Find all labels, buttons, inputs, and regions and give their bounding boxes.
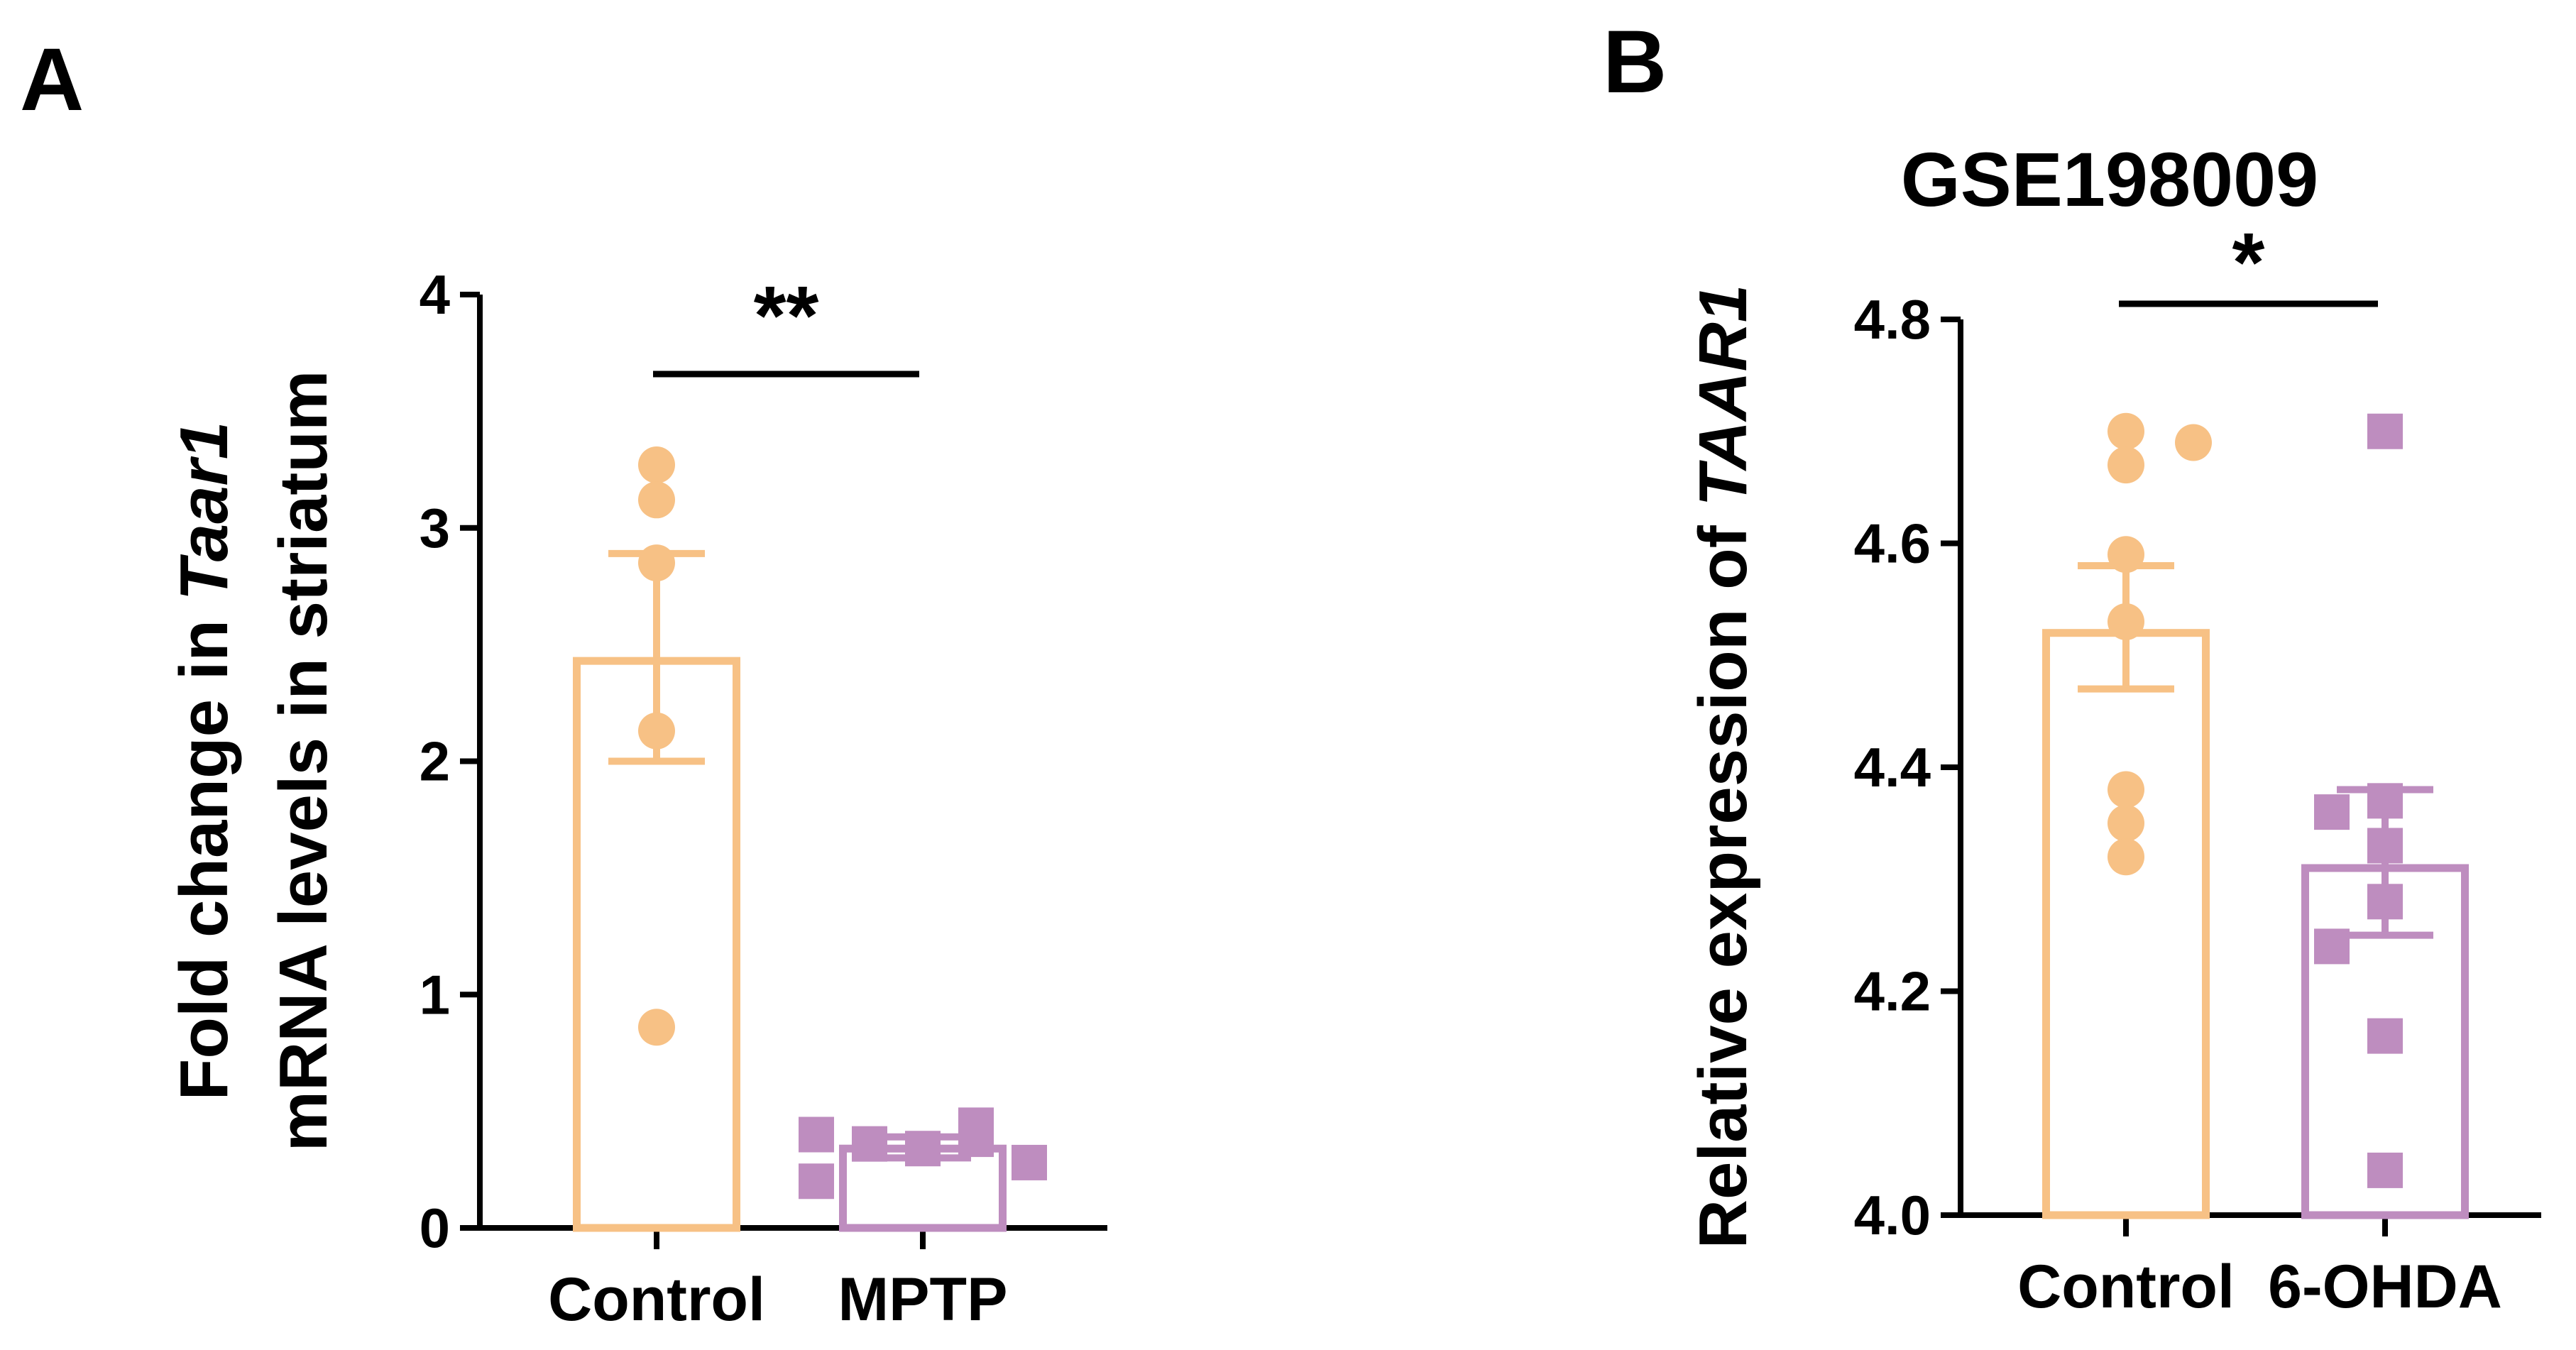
significance-label: * <box>2232 216 2265 309</box>
panel-a-points <box>638 446 1047 1200</box>
data-point-treated <box>958 1107 994 1143</box>
data-point-control <box>2175 424 2212 461</box>
data-point-control <box>2108 603 2144 640</box>
data-point-treated <box>2367 828 2403 864</box>
data-point-treated <box>2367 1018 2403 1054</box>
panel-a: A Fold change in Taar1 mRNA levels in str… <box>20 31 1107 1334</box>
data-point-control <box>638 712 675 750</box>
panel-b-letter: B <box>1603 13 1667 111</box>
data-point-treated <box>799 1163 834 1200</box>
panel-a-y-axis-label: Fold change in Taar1 mRNA levels in stria… <box>166 371 341 1152</box>
data-point-treated <box>2367 1152 2403 1188</box>
y-tick-label: 1 <box>420 963 450 1026</box>
y-axis-label-line1: Relative expression of TAAR1 <box>1685 285 1761 1249</box>
y-tick-label: 4.6 <box>1854 512 1931 575</box>
data-point-treated <box>905 1131 941 1167</box>
x-category-label: MPTP <box>838 1266 1008 1334</box>
y-axis-label-text: Fold change in <box>166 600 242 1100</box>
data-point-treated <box>2314 794 2350 830</box>
panel-a-significance: ** <box>653 269 919 378</box>
data-point-treated <box>799 1116 834 1153</box>
data-point-control <box>2108 446 2144 484</box>
data-point-control <box>638 481 675 519</box>
panel-b-axes: 4.0 4.2 4.4 4.6 4.8 Control 6-OHDA <box>1854 288 2541 1321</box>
y-tick-label: 4.4 <box>1854 736 1931 799</box>
y-axis-label-text: Relative expression of <box>1685 507 1761 1249</box>
panel-b: B GSE198009 Relative expression of TAAR1… <box>1603 13 2541 1321</box>
x-category-label: Control <box>548 1266 765 1334</box>
data-point-control <box>2108 412 2144 450</box>
y-tick-label: 4.0 <box>1854 1184 1931 1246</box>
panel-a-letter: A <box>20 31 84 129</box>
y-axis-label-line1: Fold change in Taar1 <box>166 422 242 1101</box>
x-category-label: 6-OHDA <box>2268 1253 2502 1321</box>
significance-label: ** <box>754 269 819 363</box>
data-point-control <box>2108 536 2144 574</box>
panel-b-y-axis-label: Relative expression of TAAR1 <box>1685 285 1761 1249</box>
data-point-control <box>2108 804 2144 842</box>
y-tick-label: 3 <box>420 497 450 559</box>
y-tick-label: 4.2 <box>1854 960 1931 1023</box>
panel-b-title: GSE198009 <box>1901 136 2318 222</box>
y-tick-label: 0 <box>420 1197 450 1259</box>
panel-b-points <box>2108 412 2403 1188</box>
data-point-control <box>638 1009 675 1046</box>
y-tick-label: 4.8 <box>1854 288 1931 351</box>
data-point-treated <box>2314 928 2350 965</box>
x-category-label: Control <box>2017 1253 2235 1321</box>
data-point-treated <box>2367 783 2403 819</box>
data-point-treated <box>2367 884 2403 920</box>
data-point-treated <box>2367 413 2403 449</box>
panel-a-bars <box>573 549 1007 1232</box>
y-axis-label-gene: Taar1 <box>166 422 242 601</box>
y-axis-label-gene: TAAR1 <box>1685 285 1761 507</box>
panel-b-significance: * <box>2119 216 2378 309</box>
panel-a-axes: 0 1 2 3 4 Control MPTP <box>420 263 1107 1334</box>
data-point-treated <box>852 1126 887 1162</box>
y-tick-label: 2 <box>420 730 450 793</box>
data-point-control <box>638 544 675 582</box>
data-point-control <box>2108 838 2144 876</box>
y-axis-label-line2: mRNA levels in striatum <box>265 371 341 1152</box>
y-tick-label: 4 <box>420 263 450 326</box>
data-point-control <box>2108 771 2144 808</box>
bar-control <box>2042 629 2210 1219</box>
data-point-treated <box>1012 1144 1047 1180</box>
data-point-control <box>638 446 675 483</box>
